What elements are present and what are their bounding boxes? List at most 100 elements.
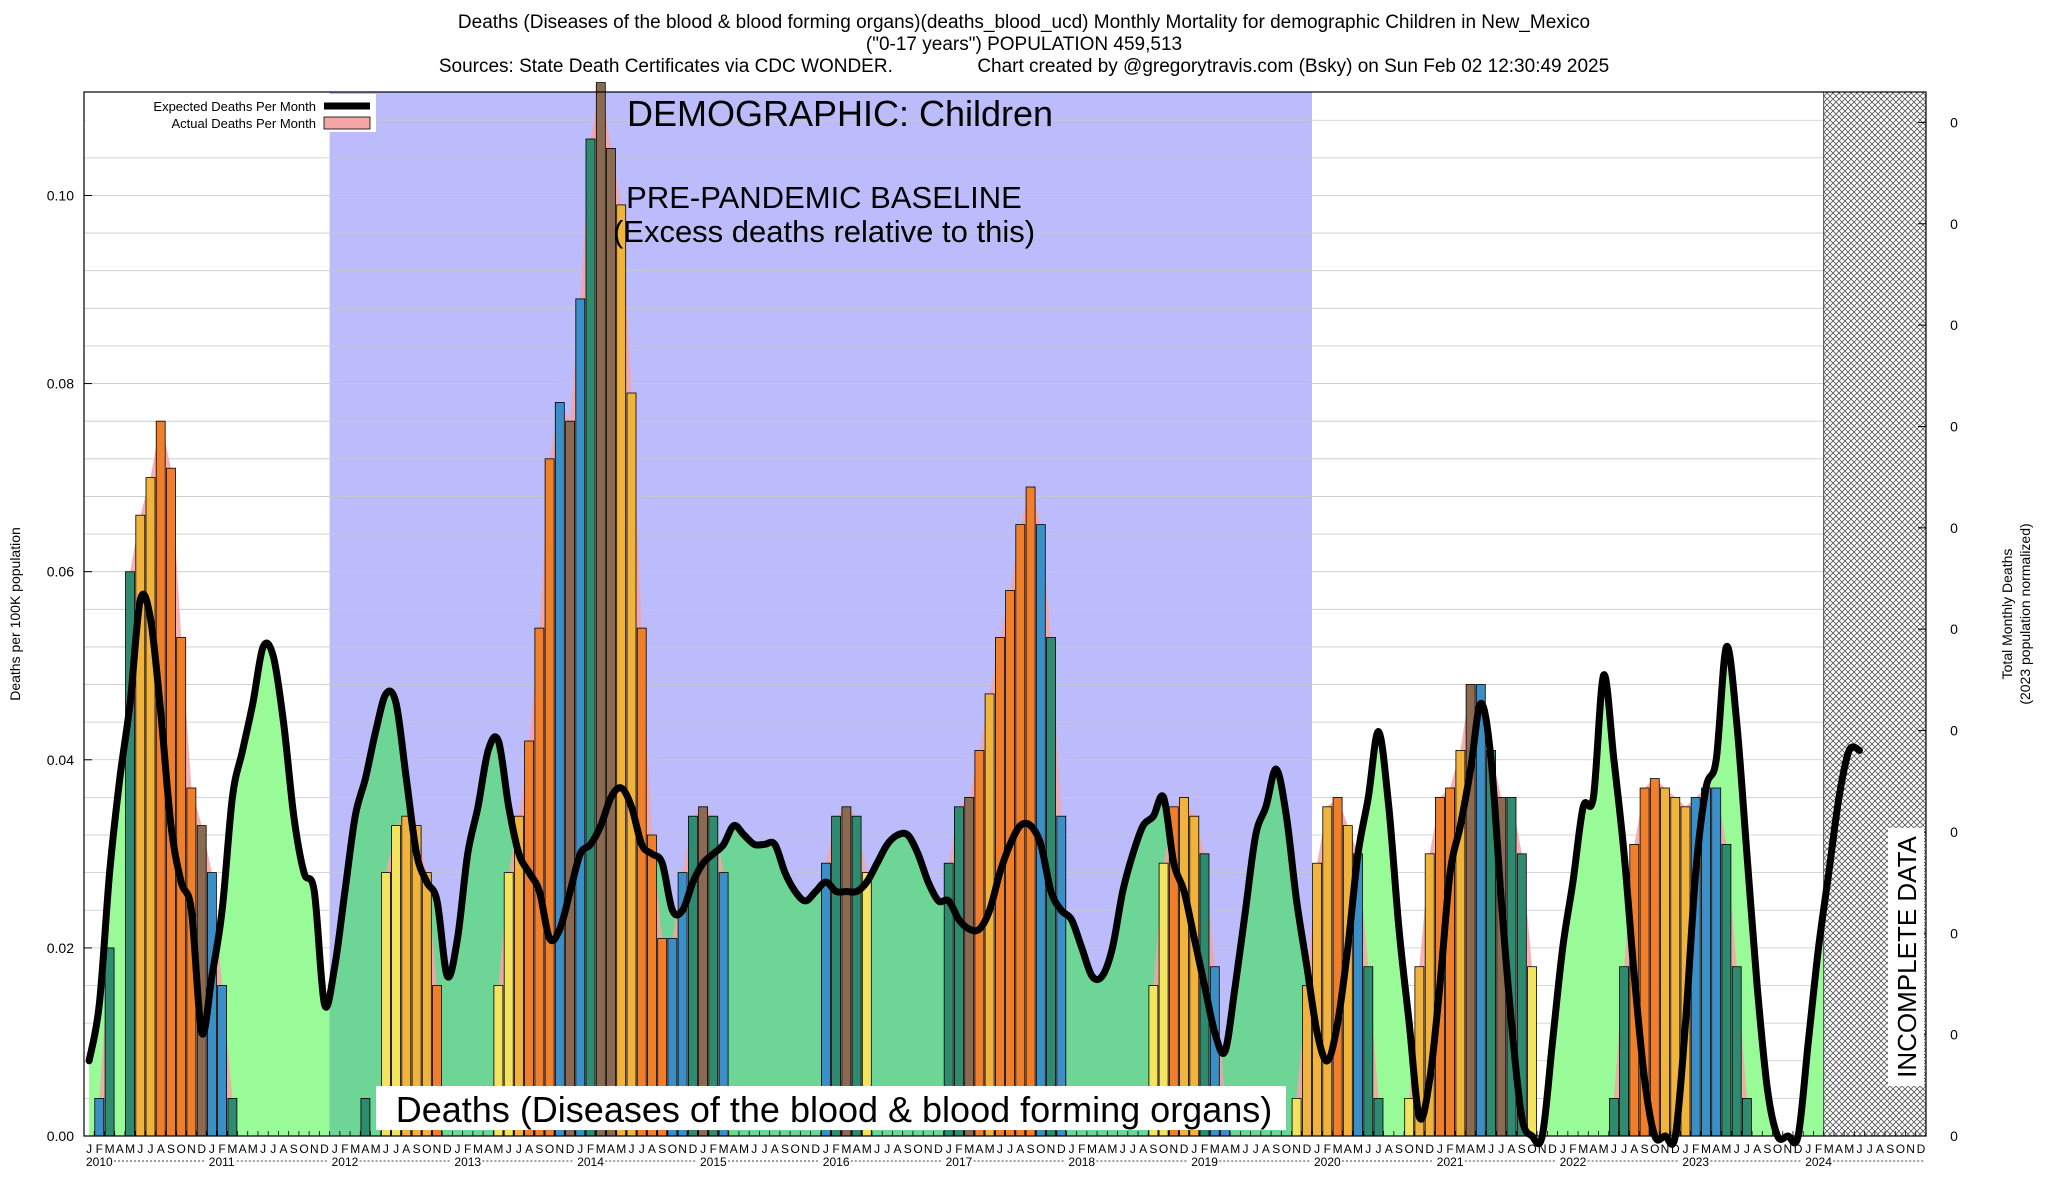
bar	[1475, 684, 1486, 1137]
x-month-label: O	[299, 1142, 308, 1156]
x-year-label: 2020	[1314, 1155, 1341, 1169]
chart-sources: Sources: State Death Certificates via CD…	[438, 56, 1610, 77]
x-month-label: O	[545, 1142, 554, 1156]
x-month-label: J	[86, 1142, 92, 1156]
actual-deaths-area	[943, 487, 1067, 1136]
x-month-label: M	[1087, 1142, 1097, 1156]
x-month-label: A	[771, 1142, 779, 1156]
x-month-label: J	[751, 1142, 757, 1156]
x-month-label: A	[1467, 1142, 1475, 1156]
bar	[626, 392, 637, 1137]
x-month-label: N	[310, 1142, 319, 1156]
actual-deaths-area	[1148, 797, 1231, 1136]
x-month-label: A	[484, 1142, 492, 1156]
x-month-label: N	[1538, 1142, 1547, 1156]
x-month-label: A	[1753, 1142, 1761, 1156]
x-month-label: O	[913, 1142, 922, 1156]
x-year-label: 2013	[454, 1155, 481, 1169]
x-month-label: A	[1589, 1142, 1597, 1156]
bar	[544, 458, 555, 1137]
y-tick-label: 0.06	[47, 564, 74, 580]
bar	[94, 1098, 105, 1137]
x-month-label: N	[678, 1142, 687, 1156]
x-month-label: M	[1476, 1142, 1486, 1156]
x-month-label: D	[566, 1142, 575, 1156]
x-month-label: N	[1783, 1142, 1792, 1156]
x-month-label: A	[1630, 1142, 1638, 1156]
x-month-label: J	[577, 1142, 583, 1156]
bar	[606, 147, 616, 1137]
x-month-label: J	[1437, 1142, 1443, 1156]
bar	[1731, 966, 1742, 1137]
x-month-label: S	[167, 1142, 175, 1156]
bar	[1005, 590, 1015, 1137]
chart-title: Deaths (Diseases of the blood & blood fo…	[457, 12, 1591, 33]
x-month-label: D	[443, 1142, 452, 1156]
x-month-label: S	[1886, 1142, 1894, 1156]
baseline-annotation-line2: (Excess deaths relative to this)	[613, 214, 1035, 249]
x-month-label: A	[239, 1142, 247, 1156]
x-month-label: A	[525, 1142, 533, 1156]
x-month-label: M	[1333, 1142, 1343, 1156]
x-month-label: D	[1425, 1142, 1434, 1156]
bar	[227, 1098, 238, 1137]
x-month-label: J	[1488, 1142, 1494, 1156]
bar	[217, 985, 228, 1137]
x-month-label: J	[148, 1142, 154, 1156]
x-month-label: F	[1692, 1142, 1699, 1156]
y2-tick-label: 0	[1950, 520, 1958, 536]
y2-tick-label: 0	[1950, 317, 1958, 333]
x-month-label: A	[1139, 1142, 1147, 1156]
x-year-label: 2019	[1191, 1155, 1218, 1169]
y2-tick-label: 0	[1950, 418, 1958, 434]
y2-tick-label: 0	[1950, 824, 1958, 840]
x-month-label: J	[270, 1142, 276, 1156]
x-month-label: F	[218, 1142, 225, 1156]
y-tick-label: 0.08	[47, 376, 74, 392]
x-month-label: N	[555, 1142, 564, 1156]
secondary-y-axis: 0 0 0 0 0 0 0 0 0 0 0	[1918, 114, 1958, 1144]
x-month-label: J	[1130, 1142, 1136, 1156]
legend-actual-swatch	[323, 116, 371, 130]
x-month-label: A	[1344, 1142, 1352, 1156]
x-month-label: J	[260, 1142, 266, 1156]
bar	[1179, 797, 1189, 1137]
x-month-label: S	[1027, 1142, 1035, 1156]
x-month-label: A	[1712, 1142, 1720, 1156]
x-year-label: 2015	[700, 1155, 727, 1169]
x-month-label: N	[801, 1142, 810, 1156]
x-month-label: S	[904, 1142, 912, 1156]
legend: Expected Deaths Per Month Actual Deaths …	[86, 94, 376, 132]
chart-subtitle: ("0-17 years") POPULATION 459,513	[865, 34, 1183, 55]
x-month-label: J	[1120, 1142, 1126, 1156]
x-month-label: O	[1282, 1142, 1291, 1156]
x-month-label: J	[1376, 1142, 1382, 1156]
x-month-label: D	[1671, 1142, 1680, 1156]
x-month-label: F	[587, 1142, 594, 1156]
demographic-annotation: DEMOGRAPHIC: Children	[627, 93, 1053, 134]
x-month-label: M	[1230, 1142, 1240, 1156]
x-month-label: A	[648, 1142, 656, 1156]
x-month-label: J	[639, 1142, 645, 1156]
y-tick-label: 0.04	[47, 752, 74, 768]
x-month-label: D	[197, 1142, 206, 1156]
x-month-label: J	[1069, 1142, 1075, 1156]
x-month-label: F	[1569, 1142, 1576, 1156]
x-month-label: M	[964, 1142, 974, 1156]
x-month-label: J	[1621, 1142, 1627, 1156]
x-month-label: J	[1253, 1142, 1259, 1156]
x-month-label: A	[730, 1142, 738, 1156]
y-tick-label: 0.10	[47, 187, 74, 203]
x-month-label: F	[1815, 1142, 1822, 1156]
bar	[1363, 966, 1374, 1137]
x-month-label: O	[791, 1142, 800, 1156]
x-month-label: M	[493, 1142, 503, 1156]
x-month-label: M	[105, 1142, 115, 1156]
x-month-label: F	[341, 1142, 348, 1156]
x-month-label: O	[1650, 1142, 1659, 1156]
bar	[1609, 1098, 1619, 1137]
bar	[524, 740, 534, 1137]
x-month-label: O	[1036, 1142, 1045, 1156]
x-month-label: A	[279, 1142, 287, 1156]
x-month-label: N	[1661, 1142, 1670, 1156]
